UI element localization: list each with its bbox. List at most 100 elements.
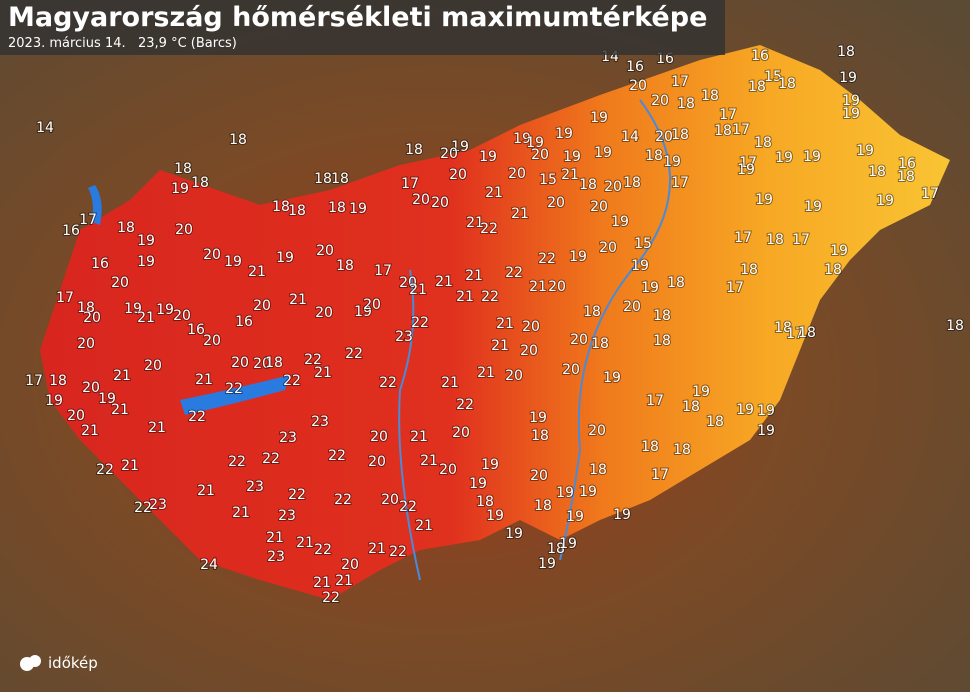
temperature-label: 20: [505, 368, 523, 384]
temperature-label: 19: [594, 145, 612, 161]
temperature-label: 17: [921, 186, 939, 202]
temperature-label: 17: [732, 122, 750, 138]
temperature-label: 22: [456, 397, 474, 413]
temperature-label: 22: [225, 381, 243, 397]
temperature-label: 19: [563, 149, 581, 165]
temperature-label: 20: [381, 492, 399, 508]
temperature-label: 20: [253, 298, 271, 314]
temperature-label: 21: [456, 289, 474, 305]
temperature-label: 19: [613, 507, 631, 523]
temperature-label: 17: [646, 393, 664, 409]
temperature-label: 17: [671, 175, 689, 191]
temperature-label: 17: [726, 280, 744, 296]
temperature-label: 20: [655, 129, 673, 145]
temperature-label: 18: [623, 175, 641, 191]
temperature-label: 18: [673, 442, 691, 458]
temperature-label: 23: [278, 508, 296, 524]
temperature-label: 17: [56, 290, 74, 306]
temperature-label: 19: [98, 391, 116, 407]
temperature-label: 18: [476, 494, 494, 510]
temperature-label: 19: [45, 393, 63, 409]
temperature-label: 20: [144, 358, 162, 374]
temperature-label: 16: [235, 314, 253, 330]
temperature-label: 19: [137, 233, 155, 249]
temperature-label: 20: [590, 199, 608, 215]
temperature-label: 21: [529, 279, 547, 295]
temperature-label: 19: [469, 476, 487, 492]
temperature-label: 20: [370, 429, 388, 445]
temperature-label: 24: [200, 557, 218, 573]
temperature-label: 18: [117, 220, 135, 236]
temperature-label: 19: [757, 423, 775, 439]
temperature-label: 19: [349, 201, 367, 217]
temperature-label: 19: [354, 304, 372, 320]
temperature-label: 19: [224, 254, 242, 270]
temperature-label: 16: [898, 156, 916, 172]
temperature-label: 22: [389, 544, 407, 560]
temperature-label: 21: [296, 535, 314, 551]
temperature-label: 19: [559, 536, 577, 552]
temperature-label: 17: [374, 263, 392, 279]
temperature-label: 19: [842, 106, 860, 122]
temperature-label: 20: [440, 146, 458, 162]
subtitle: 2023. március 14. 23,9 °C (Barcs): [8, 36, 237, 51]
temperature-label: 22: [314, 542, 332, 558]
temperature-label: 19: [876, 193, 894, 209]
temperature-label: 17: [792, 232, 810, 248]
temperature-label: 20: [399, 275, 417, 291]
temperature-label: 18: [331, 171, 349, 187]
temperature-label: 20: [431, 195, 449, 211]
temperature-label: 18: [774, 320, 792, 336]
temperature-label: 20: [651, 93, 669, 109]
temperature-label: 16: [187, 322, 205, 338]
temperature-label: 18: [897, 169, 915, 185]
temperature-label: 22: [228, 454, 246, 470]
temperature-label: 22: [411, 315, 429, 331]
temperature-label: 18: [583, 304, 601, 320]
temperature-label: 19: [171, 181, 189, 197]
temperature-label: 22: [322, 590, 340, 606]
temperature-label: 18: [706, 414, 724, 430]
temperature-label: 18: [754, 135, 772, 151]
temperature-label: 20: [363, 297, 381, 313]
temperature-label: 19: [692, 384, 710, 400]
lake-balaton: [180, 375, 290, 415]
temperature-label: 18: [49, 373, 67, 389]
temperature-label: 22: [328, 448, 346, 464]
temperature-label: 18: [405, 142, 423, 158]
lake-ferto: [88, 185, 102, 225]
temperature-label: 18: [677, 96, 695, 112]
temperature-label: 22: [188, 409, 206, 425]
title: Magyarország hőmérsékleti maximumtérképe: [8, 2, 708, 33]
temperature-label: 20: [531, 147, 549, 163]
temperature-label: 18: [946, 318, 964, 334]
temperature-label: 20: [570, 332, 588, 348]
temperature-label: 19: [804, 199, 822, 215]
temperature-label: 22: [304, 352, 322, 368]
temperature-label: 17: [786, 326, 804, 342]
temperature-label: 21: [409, 282, 427, 298]
temperature-label: 19: [803, 149, 821, 165]
temperature-label: 21: [266, 530, 284, 546]
temperature-label: 20: [83, 310, 101, 326]
country-shape: [40, 45, 950, 600]
temperature-label: 23: [267, 549, 285, 565]
temperature-label: 20: [203, 333, 221, 349]
temperature-label: 19: [830, 243, 848, 259]
temperature-label: 19: [611, 214, 629, 230]
temperature-label: 17: [739, 155, 757, 171]
temperature-label: 22: [399, 499, 417, 515]
temperature-label: 18: [740, 262, 758, 278]
temperature-label: 19: [479, 149, 497, 165]
temperature-label: 20: [530, 468, 548, 484]
temperature-label: 20: [604, 179, 622, 195]
temperature-label: 20: [452, 425, 470, 441]
temperature-label: 20: [82, 380, 100, 396]
logo: időkép: [18, 652, 98, 674]
temperature-label: 21: [496, 316, 514, 332]
temperature-label: 23: [279, 430, 297, 446]
temperature-label: 18: [766, 232, 784, 248]
